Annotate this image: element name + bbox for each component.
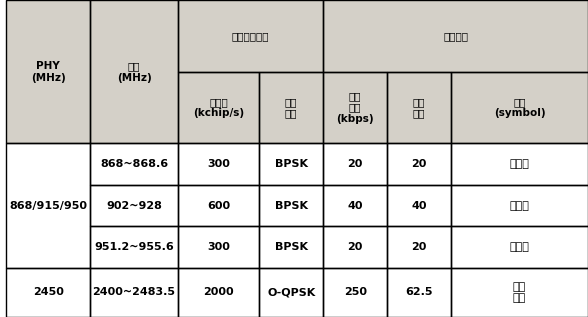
- Text: 符号
速率: 符号 速率: [413, 97, 426, 118]
- Bar: [259, 72, 323, 143]
- Text: 951.2~955.6: 951.2~955.6: [94, 242, 174, 252]
- Text: 300: 300: [207, 159, 230, 169]
- Text: 频段
(MHz): 频段 (MHz): [116, 61, 151, 82]
- Text: 20: 20: [348, 159, 363, 169]
- Bar: [91, 226, 178, 268]
- Text: 20: 20: [412, 159, 427, 169]
- Text: 序列扩频参数: 序列扩频参数: [232, 31, 269, 41]
- Text: 调制
方式: 调制 方式: [285, 97, 298, 118]
- Bar: [178, 268, 259, 317]
- Bar: [6, 143, 91, 268]
- Bar: [387, 72, 451, 143]
- Bar: [323, 185, 387, 226]
- Text: 902~928: 902~928: [106, 201, 162, 211]
- Bar: [178, 72, 259, 143]
- Bar: [91, 185, 178, 226]
- Text: BPSK: BPSK: [275, 159, 308, 169]
- Bar: [178, 72, 259, 143]
- Text: 二进制: 二进制: [510, 201, 530, 211]
- Bar: [91, 0, 178, 143]
- Text: 片速率
(kchip/s): 片速率 (kchip/s): [193, 97, 244, 118]
- Text: 62.5: 62.5: [406, 288, 433, 297]
- Text: 868/915/950: 868/915/950: [9, 201, 87, 211]
- Bar: [323, 0, 588, 72]
- Bar: [451, 268, 588, 317]
- Bar: [323, 72, 387, 143]
- Text: 2400~2483.5: 2400~2483.5: [92, 288, 175, 297]
- Bar: [6, 268, 91, 317]
- Text: 600: 600: [207, 201, 230, 211]
- Text: 十六
进制: 十六 进制: [513, 282, 526, 303]
- Bar: [178, 143, 259, 185]
- Text: 868~868.6: 868~868.6: [100, 159, 168, 169]
- Bar: [451, 72, 588, 143]
- Bar: [259, 185, 323, 226]
- Bar: [259, 268, 323, 317]
- Text: O-QPSK: O-QPSK: [267, 288, 315, 297]
- Bar: [91, 143, 178, 185]
- Text: 比特
速率
(kbps): 比特 速率 (kbps): [336, 91, 374, 124]
- Text: 二进制: 二进制: [510, 159, 530, 169]
- Bar: [323, 72, 387, 143]
- Text: 300: 300: [207, 242, 230, 252]
- Bar: [91, 268, 178, 317]
- Bar: [323, 268, 387, 317]
- Text: 2450: 2450: [33, 288, 64, 297]
- Bar: [387, 72, 451, 143]
- Text: 2000: 2000: [203, 288, 233, 297]
- Text: BPSK: BPSK: [275, 242, 308, 252]
- Text: 20: 20: [348, 242, 363, 252]
- Bar: [178, 0, 323, 72]
- Text: 20: 20: [412, 242, 427, 252]
- Bar: [387, 143, 451, 185]
- Text: 二进制: 二进制: [510, 242, 530, 252]
- Text: 40: 40: [348, 201, 363, 211]
- Bar: [6, 0, 91, 143]
- Bar: [6, 0, 91, 143]
- Bar: [259, 226, 323, 268]
- Bar: [451, 226, 588, 268]
- Bar: [323, 226, 387, 268]
- Bar: [91, 0, 178, 143]
- Bar: [178, 185, 259, 226]
- Bar: [451, 143, 588, 185]
- Text: 符号
(symbol): 符号 (symbol): [494, 97, 546, 118]
- Bar: [451, 72, 588, 143]
- Bar: [178, 0, 323, 72]
- Bar: [259, 72, 323, 143]
- Text: 40: 40: [412, 201, 427, 211]
- Bar: [451, 185, 588, 226]
- Text: BPSK: BPSK: [275, 201, 308, 211]
- Bar: [387, 185, 451, 226]
- Text: 250: 250: [343, 288, 367, 297]
- Bar: [387, 226, 451, 268]
- Text: 数据参数: 数据参数: [443, 31, 468, 41]
- Bar: [323, 0, 588, 72]
- Bar: [323, 143, 387, 185]
- Bar: [387, 268, 451, 317]
- Bar: [178, 226, 259, 268]
- Bar: [259, 143, 323, 185]
- Text: PHY
(MHz): PHY (MHz): [31, 61, 65, 82]
